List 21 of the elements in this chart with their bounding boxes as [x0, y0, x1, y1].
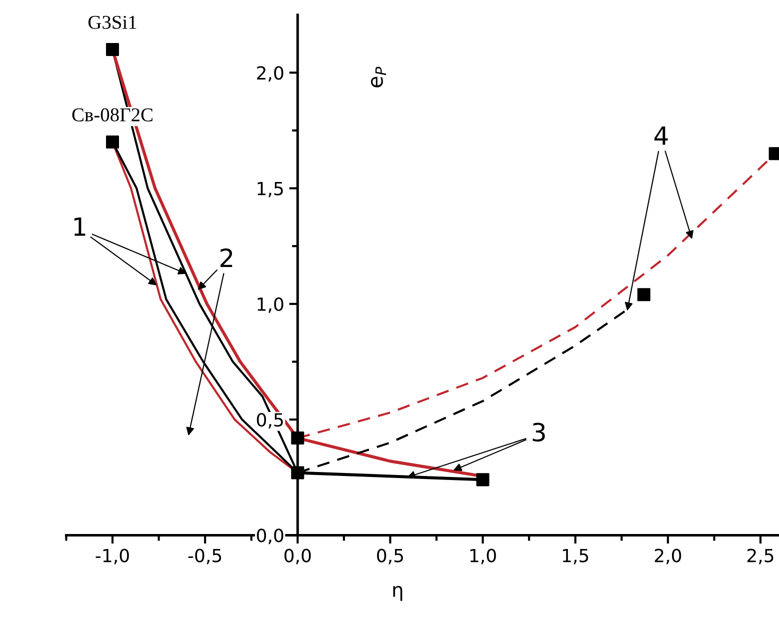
- annotation: 2: [220, 248, 232, 267]
- y-tick-label: 1,5: [258, 182, 283, 198]
- x-tick-label: 1,5: [562, 548, 588, 564]
- y-tick-label: 2,0: [257, 66, 284, 82]
- annotation: 3: [532, 422, 545, 442]
- x-tick-label: -0,5: [188, 548, 222, 564]
- y-axis-title: e$_{P}$: [370, 66, 386, 88]
- annotation: 4: [654, 126, 668, 145]
- x-tick-label: 1,0: [470, 548, 496, 564]
- annotation: 1: [74, 218, 86, 236]
- x-tick-label: -1,0: [96, 548, 129, 564]
- y-tick-label: 0,5: [256, 413, 283, 429]
- x-tick-label: 0,0: [284, 548, 311, 564]
- x-axis-title: η: [393, 586, 402, 601]
- annotation: Св-08Г2С: [72, 108, 152, 122]
- x-tick-label: 0,5: [377, 548, 403, 564]
- x-tick-label: 2,0: [654, 548, 682, 564]
- x-tick-label: 2,5: [747, 548, 774, 564]
- y-tick-label: 0,0: [256, 528, 284, 544]
- annotation: G3Si1: [88, 16, 136, 29]
- y-tick-label: 1,0: [258, 297, 284, 313]
